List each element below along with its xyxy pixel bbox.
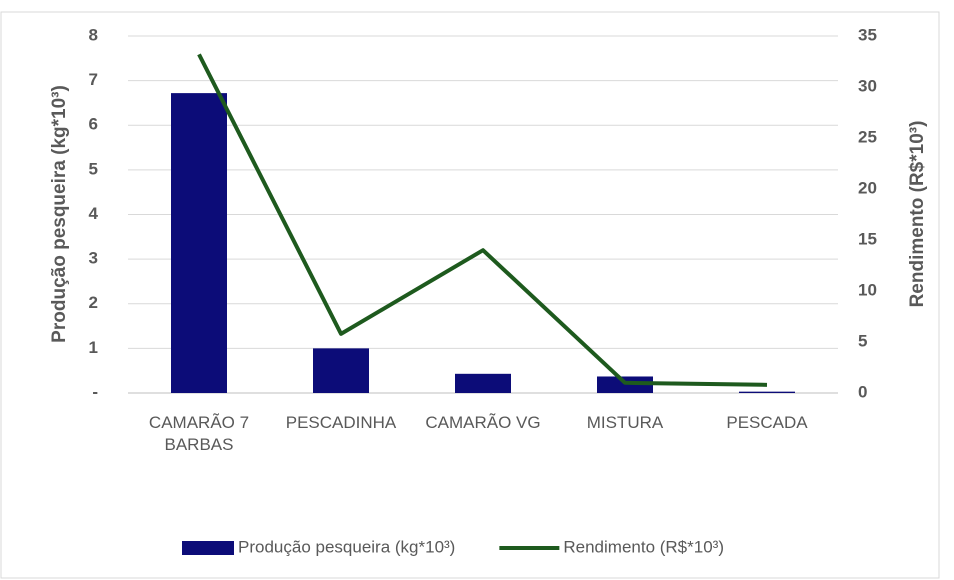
- y-tick-label: 8: [89, 25, 98, 44]
- bar: [455, 373, 511, 393]
- y-tick-label: 3: [89, 249, 98, 268]
- y-tick-label: 4: [89, 204, 99, 223]
- bar: [171, 93, 227, 394]
- x-tick-label: PESCADA: [726, 413, 808, 432]
- bar: [739, 391, 795, 393]
- y-tick-label: 2: [89, 293, 98, 312]
- bar: [313, 348, 369, 393]
- y-tick-label: 7: [89, 70, 98, 89]
- y-tick-label: -: [92, 382, 98, 401]
- x-tick-label: CAMARÃO 7 BARBAS: [148, 413, 250, 454]
- y-tick-label: 5: [89, 159, 98, 178]
- y2-tick-label: 0: [858, 382, 867, 401]
- y2-tick-label: 5: [858, 331, 867, 350]
- y2-tick-label: 25: [858, 127, 877, 146]
- y2-axis-title: Rendimento (R$*10³): [907, 121, 928, 308]
- y2-tick-label: 20: [858, 178, 877, 197]
- chart-frame: [0, 11, 940, 579]
- line: [197, 53, 768, 387]
- y2-tick-label: 30: [858, 76, 877, 95]
- x-tick-label: PESCADINHA: [285, 413, 397, 432]
- legend-label: Produção pesqueira (kg*10³): [238, 537, 455, 556]
- legend-swatch: [182, 541, 234, 555]
- y2-tick-label: 10: [858, 280, 877, 299]
- legend-label: Rendimento (R$*10³): [563, 537, 724, 556]
- y-axis-title: Produção pesqueira (kg*10³): [49, 85, 70, 343]
- y2-tick-label: 35: [858, 25, 877, 44]
- x-tick-label: CAMARÃO VG: [425, 413, 541, 432]
- y-tick-label: 6: [89, 115, 98, 134]
- y-tick-label: 1: [89, 338, 98, 357]
- x-tick-label: MISTURA: [586, 413, 664, 432]
- y2-tick-label: 15: [858, 229, 877, 248]
